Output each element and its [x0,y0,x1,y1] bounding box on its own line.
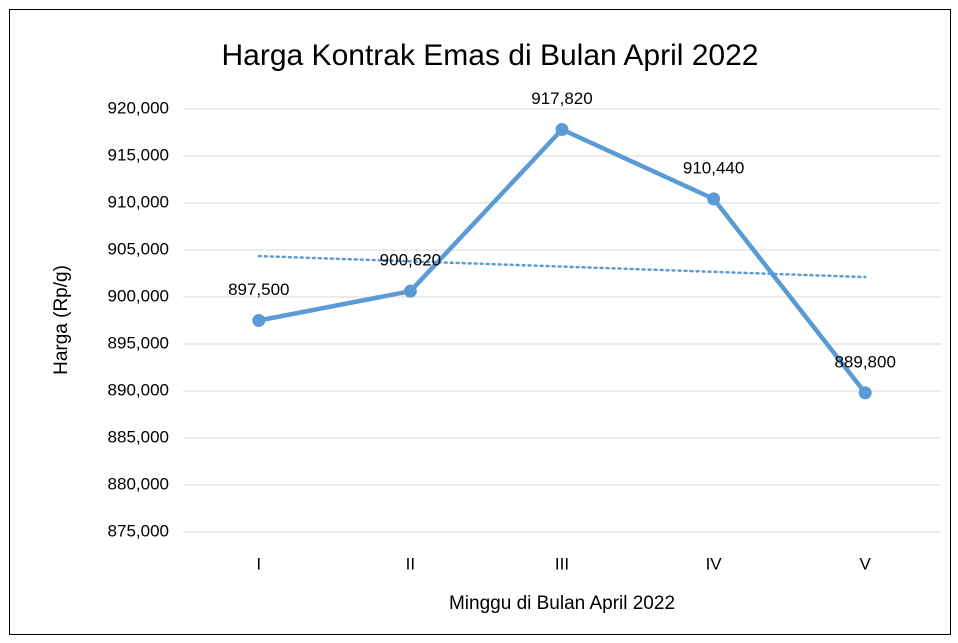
trendline [257,254,867,279]
y-tick-label: 885,000 [108,427,169,446]
x-tick-label: V [860,554,872,573]
data-point [403,284,417,298]
y-tick-label: 895,000 [108,333,169,352]
x-tick-label: I [256,554,261,573]
data-point [252,314,266,327]
data-label: 889,800 [834,352,895,371]
y-tick-label: 905,000 [108,239,169,258]
y-tick-label: 915,000 [108,145,169,164]
data-label: 917,820 [531,89,592,108]
y-tick-label: 875,000 [108,521,169,540]
x-tick-label: II [406,554,415,573]
y-axis-label: Harga (Rp/g) [51,265,72,375]
x-axis-label: Minggu di Bulan April 2022 [449,593,675,614]
data-label: 900,620 [380,251,441,270]
chart-border [9,9,951,635]
data-point [555,122,569,136]
y-tick-label: 900,000 [108,286,169,305]
y-tick-label: 910,000 [108,192,169,211]
data-label: 910,440 [683,158,744,177]
y-tick-label: 890,000 [108,380,169,399]
y-tick-label: 920,000 [108,98,169,117]
x-tick-label: IV [706,554,723,573]
data-label: 897,500 [228,280,289,299]
chart-title: Harga Kontrak Emas di Bulan April 2022 [222,39,759,72]
data-point [858,386,872,400]
data-point [707,192,721,206]
x-tick-label: III [555,554,569,573]
y-tick-label: 880,000 [108,474,169,493]
